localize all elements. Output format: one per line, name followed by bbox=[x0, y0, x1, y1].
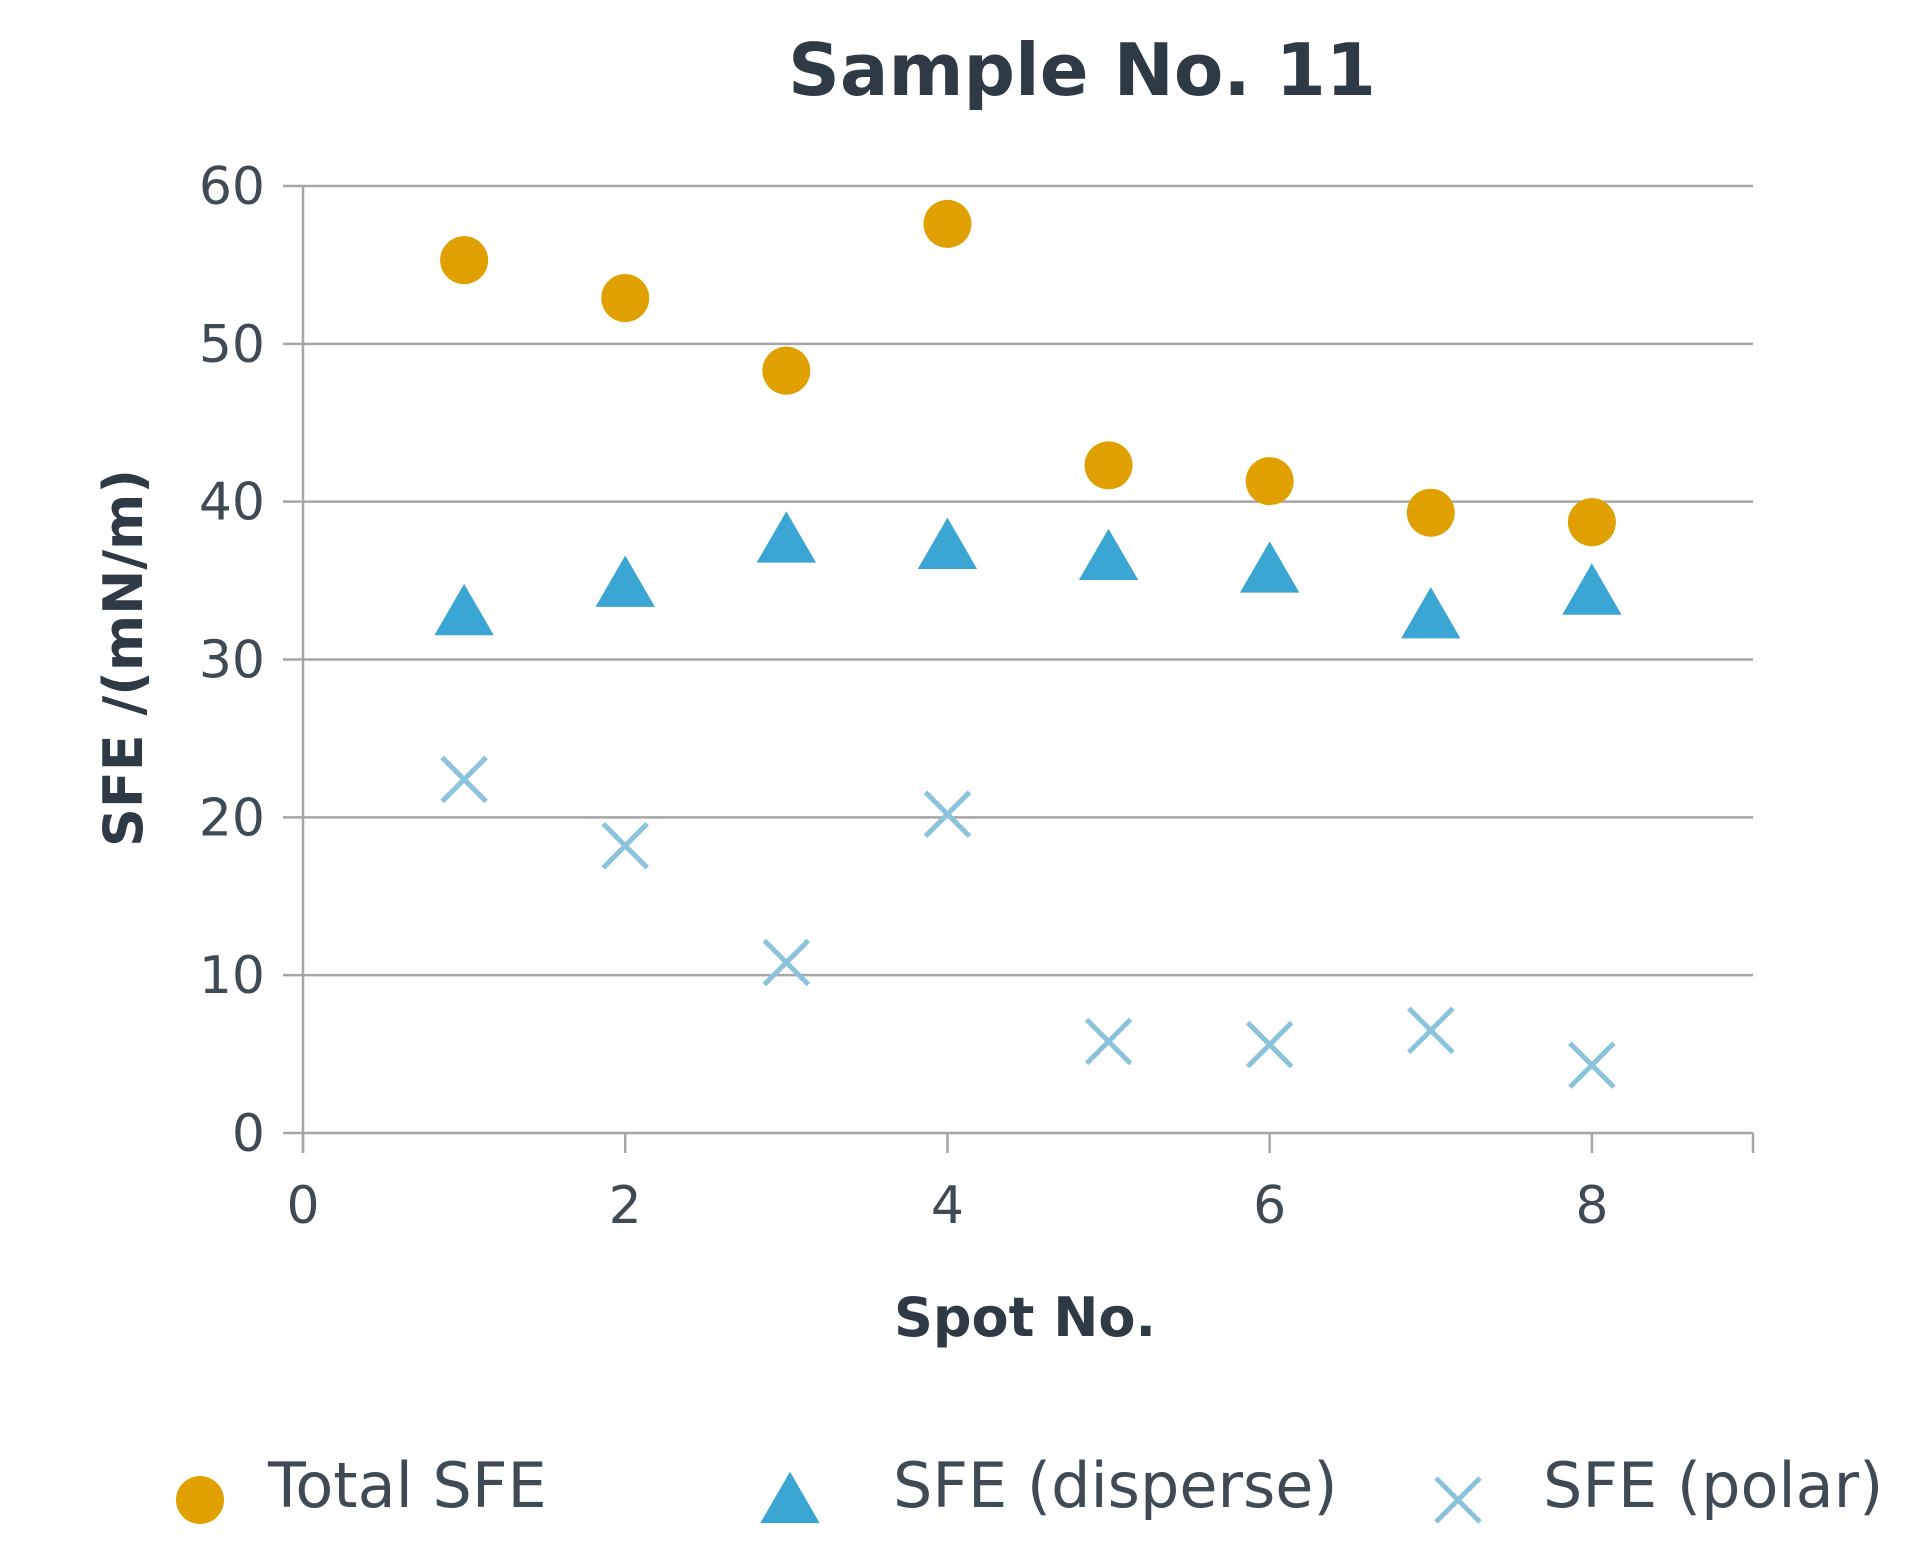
data-point bbox=[923, 790, 972, 838]
legend-item: Total SFE bbox=[176, 1449, 547, 1524]
x-tick-label: 8 bbox=[1575, 1176, 1608, 1236]
data-point bbox=[1245, 1020, 1294, 1069]
x-tick-label: 0 bbox=[286, 1176, 319, 1236]
data-point bbox=[1245, 457, 1294, 506]
data-point bbox=[440, 236, 489, 285]
axes bbox=[301, 186, 1755, 1153]
data-point bbox=[1407, 1006, 1455, 1055]
x-axis-title: Spot No. bbox=[894, 1286, 1156, 1349]
gridlines bbox=[283, 184, 1753, 1135]
y-tick-label: 10 bbox=[199, 946, 265, 1006]
legend-label: Total SFE bbox=[267, 1449, 547, 1522]
data-series bbox=[434, 199, 1622, 1089]
data-point bbox=[1084, 441, 1133, 490]
data-point bbox=[1562, 563, 1622, 615]
data-point bbox=[601, 821, 649, 870]
legend-item: SFE (polar) bbox=[1434, 1449, 1883, 1524]
data-point bbox=[1401, 587, 1461, 639]
y-tick-label: 40 bbox=[199, 473, 265, 533]
series-sfe-polar bbox=[440, 755, 1616, 1089]
data-point bbox=[1406, 488, 1455, 537]
legend-label: SFE (polar) bbox=[1543, 1449, 1883, 1522]
data-point bbox=[440, 755, 488, 804]
legend: Total SFE SFE (disperse) SFE (polar) bbox=[176, 1449, 1883, 1524]
legend-item: SFE (disperse) bbox=[760, 1449, 1338, 1524]
data-point bbox=[762, 938, 811, 987]
data-point bbox=[1567, 498, 1616, 547]
legend-marker bbox=[176, 1476, 224, 1524]
data-point bbox=[601, 274, 650, 323]
y-tick-label: 60 bbox=[199, 157, 265, 217]
series-sfe-disperse bbox=[434, 511, 1622, 639]
data-point bbox=[595, 555, 655, 607]
x-tick-label: 4 bbox=[931, 1176, 964, 1236]
legend-marker bbox=[1434, 1476, 1482, 1524]
y-tick-label: 20 bbox=[199, 788, 265, 848]
x-tick-labels: 0 2 4 6 8 bbox=[286, 1176, 1608, 1236]
y-axis-title: SFE /(mN/m) bbox=[92, 469, 155, 847]
data-point bbox=[1239, 541, 1300, 593]
chart-title: Sample No. 11 bbox=[788, 28, 1376, 112]
data-point bbox=[917, 517, 978, 569]
data-point bbox=[1084, 1017, 1133, 1066]
data-point bbox=[923, 199, 972, 248]
data-point bbox=[1078, 528, 1139, 580]
x-tick-label: 2 bbox=[609, 1176, 642, 1236]
y-tick-label: 50 bbox=[199, 315, 265, 375]
legend-label: SFE (disperse) bbox=[893, 1449, 1338, 1522]
legend-marker bbox=[760, 1471, 820, 1524]
data-point bbox=[756, 511, 817, 563]
data-point bbox=[762, 346, 811, 395]
data-point bbox=[1568, 1041, 1616, 1089]
data-point bbox=[434, 583, 494, 636]
series-total-sfe bbox=[440, 199, 1616, 547]
y-tick-labels: 0 10 20 30 40 50 60 bbox=[199, 157, 265, 1164]
y-tick-label: 30 bbox=[199, 631, 265, 691]
x-tick-label: 6 bbox=[1253, 1176, 1286, 1236]
y-tick-label: 0 bbox=[232, 1104, 265, 1164]
